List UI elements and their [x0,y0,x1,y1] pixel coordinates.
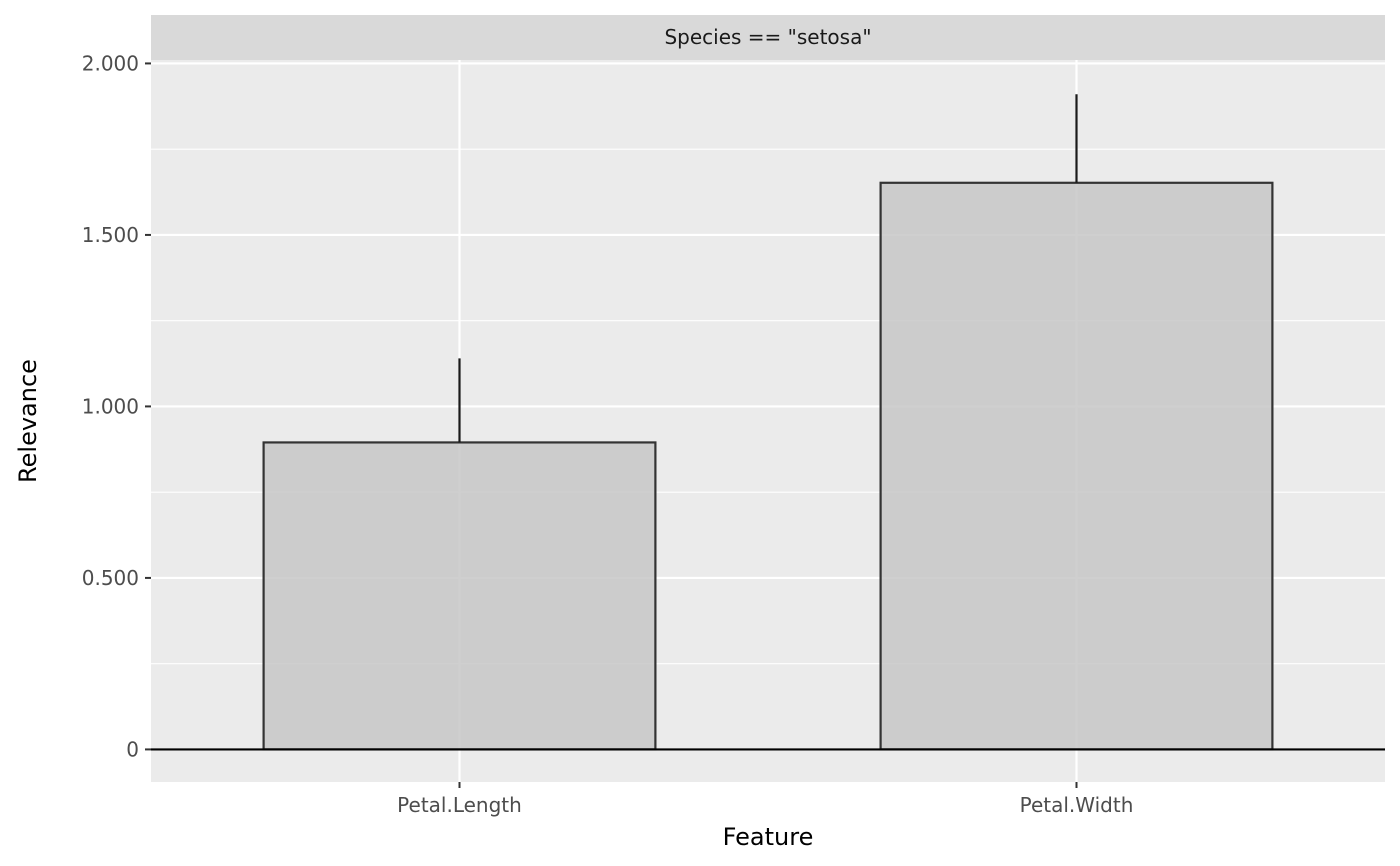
facet-strip: Species == "setosa" [151,15,1385,60]
x-tick-label: Petal.Length [397,793,522,817]
y-axis-title: Relevance [14,359,42,483]
y-tick-label: 2.000 [82,51,139,75]
x-tick-label: Petal.Width [1020,793,1134,817]
y-tick-label: 0.500 [82,566,139,590]
bars [262,181,1274,751]
x-axis-title: Feature [723,823,814,851]
error-bars [458,94,1078,443]
x-axis: Petal.Length Petal.Width [397,782,1133,817]
bar-petal-length [262,441,657,751]
bar-petal-width [879,181,1274,751]
y-tick-label: 1.000 [82,394,139,418]
y-tick-label: 1.500 [82,223,139,247]
facet-strip-label: Species == "setosa" [664,25,871,49]
facet-strip-background [151,15,1385,60]
y-axis: 0 0.500 1.000 1.500 2.000 [82,51,151,761]
y-tick-label: 0 [126,737,139,761]
